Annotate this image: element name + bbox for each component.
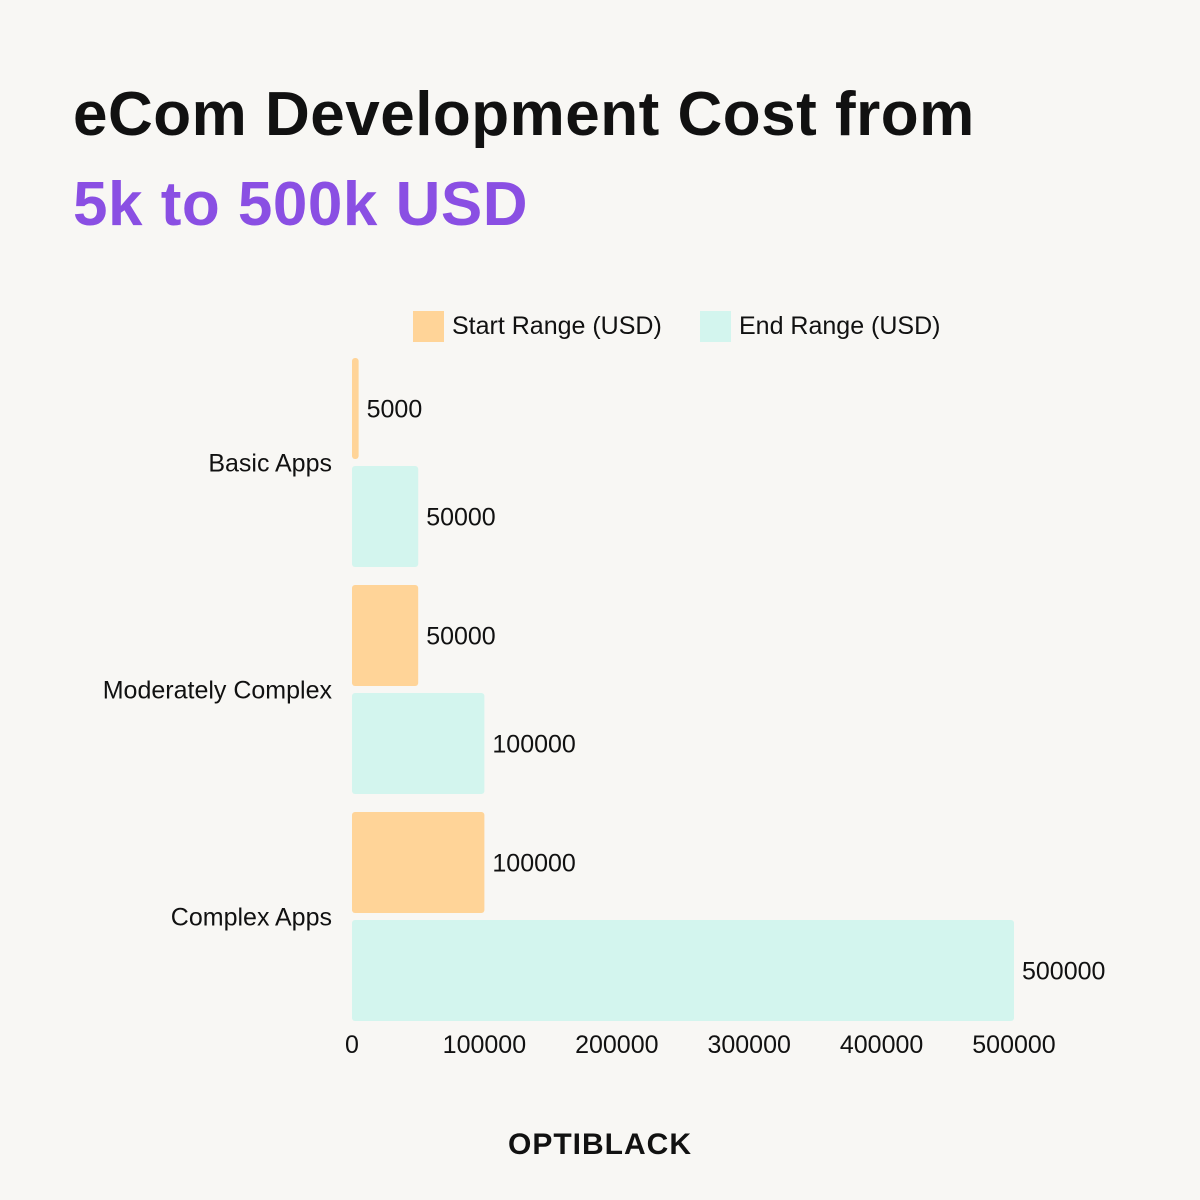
legend-label-0: Start Range (USD): [452, 312, 662, 340]
legend-swatch-1: [700, 311, 731, 342]
category-label-1: Moderately Complex: [103, 677, 333, 705]
category-label-2: Complex Apps: [171, 904, 332, 932]
bar-1-0: [352, 585, 419, 686]
category-label-0: Basic Apps: [208, 450, 332, 478]
data-label-0-1: 50000: [426, 504, 496, 532]
x-tick-label-5: 500000: [972, 1031, 1055, 1059]
x-tick-label-3: 300000: [707, 1031, 790, 1059]
data-label-1-0: 50000: [426, 623, 496, 651]
bar-0-0: [352, 358, 359, 459]
x-tick-label-1: 100000: [443, 1031, 526, 1059]
bar-chart: Start Range (USD) End Range (USD) 5000 5000…: [103, 311, 1105, 1059]
x-tick-label-0: 0: [345, 1031, 359, 1059]
bar-2-1: [352, 920, 1014, 1021]
x-tick-label-4: 400000: [840, 1031, 923, 1059]
bar-2-0: [352, 812, 485, 913]
brand-logo: OPTIBLACK: [508, 1128, 692, 1161]
title-line-2: 5k to 500k USD: [73, 170, 528, 239]
title-line-1: eCom Development Cost from: [73, 80, 975, 149]
data-label-0-0: 5000: [367, 396, 423, 424]
legend-swatch-0: [413, 311, 444, 342]
data-label-2-0: 100000: [492, 850, 575, 878]
legend-label-1: End Range (USD): [739, 312, 940, 340]
data-label-2-1: 500000: [1022, 958, 1105, 986]
bar-0-1: [352, 466, 419, 567]
x-tick-label-2: 200000: [575, 1031, 658, 1059]
chart-title: eCom Development Cost from 5k to 500k US…: [73, 70, 975, 250]
data-label-1-1: 100000: [492, 731, 575, 759]
bar-1-1: [352, 693, 485, 794]
